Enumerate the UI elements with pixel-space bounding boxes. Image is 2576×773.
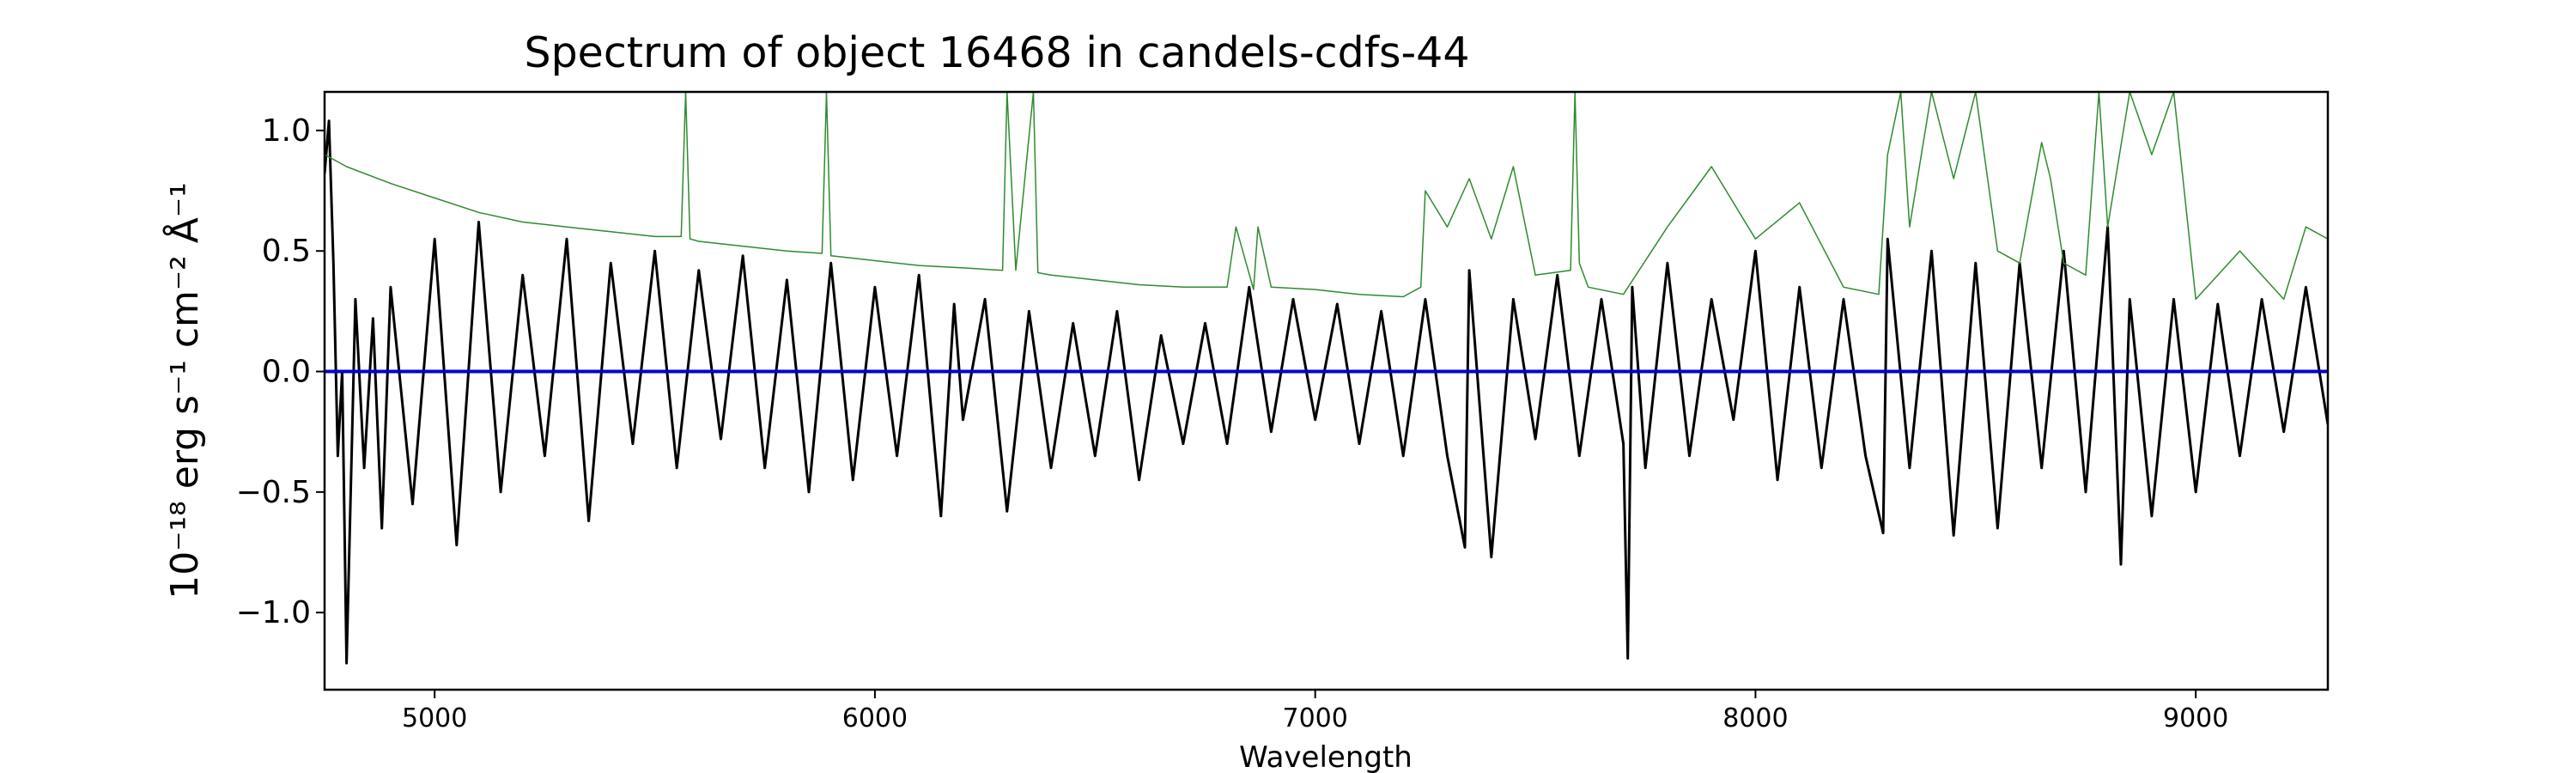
x-tick-label: 5000 <box>402 703 467 733</box>
y-tick-label: 0.5 <box>262 234 311 269</box>
y-axis-label: 10⁻¹⁸ erg s⁻¹ cm⁻² Å⁻¹ <box>161 182 207 599</box>
error-series-line <box>325 92 2328 301</box>
flux-series-line <box>325 119 2328 665</box>
chart-title: Spectrum of object 16468 in candels-cdfs… <box>524 28 1469 77</box>
plot-area <box>323 90 2330 691</box>
y-tick-label: 0.0 <box>262 355 311 390</box>
y-tick-label: −0.5 <box>236 475 311 510</box>
x-tick-label: 7000 <box>1283 703 1348 733</box>
x-tick-label: 6000 <box>842 703 908 733</box>
x-tick-label: 8000 <box>1722 703 1788 733</box>
x-axis-label: Wavelength <box>1239 740 1413 773</box>
plot-frame <box>323 90 2330 691</box>
y-tick-label: 1.0 <box>262 113 311 149</box>
y-tick-label: −1.0 <box>236 595 311 630</box>
series-layer <box>325 92 2328 665</box>
x-tick-label: 9000 <box>2163 703 2228 733</box>
y-axis-ticks: 1.0 0.5 0.0 −0.5 −1.0 <box>236 113 325 630</box>
x-axis-ticks: 5000 6000 7000 8000 9000 <box>402 690 2228 733</box>
